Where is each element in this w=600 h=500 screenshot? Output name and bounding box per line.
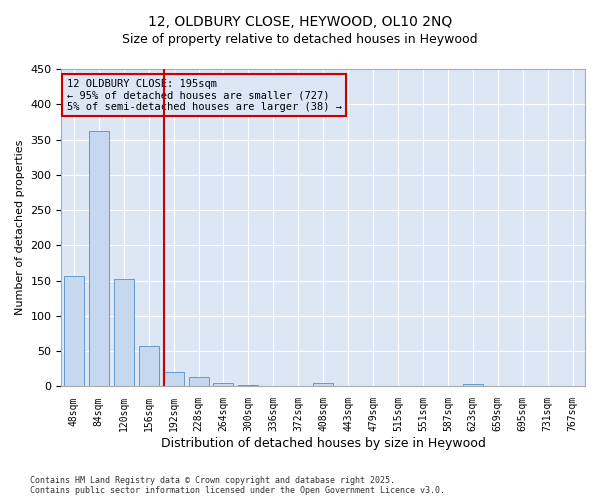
Bar [214, 383, 233, 386]
Text: 12 OLDBURY CLOSE: 195sqm
← 95% of detached houses are smaller (727)
5% of semi-d: 12 OLDBURY CLOSE: 195sqm ← 95% of detach… [67, 78, 341, 112]
Text: Size of property relative to detached houses in Heywood: Size of property relative to detached ho… [122, 32, 478, 46]
Text: Contains HM Land Registry data © Crown copyright and database right 2025.
Contai: Contains HM Land Registry data © Crown c… [30, 476, 445, 495]
Bar [139, 346, 158, 387]
X-axis label: Distribution of detached houses by size in Heywood: Distribution of detached houses by size … [161, 437, 485, 450]
Bar [313, 383, 333, 386]
Bar [164, 372, 184, 386]
Bar [64, 276, 84, 386]
Bar [238, 385, 259, 386]
Bar [89, 131, 109, 386]
Y-axis label: Number of detached properties: Number of detached properties [15, 140, 25, 316]
Bar [114, 278, 134, 386]
Bar [188, 378, 209, 386]
Text: 12, OLDBURY CLOSE, HEYWOOD, OL10 2NQ: 12, OLDBURY CLOSE, HEYWOOD, OL10 2NQ [148, 15, 452, 29]
Bar [463, 384, 483, 386]
